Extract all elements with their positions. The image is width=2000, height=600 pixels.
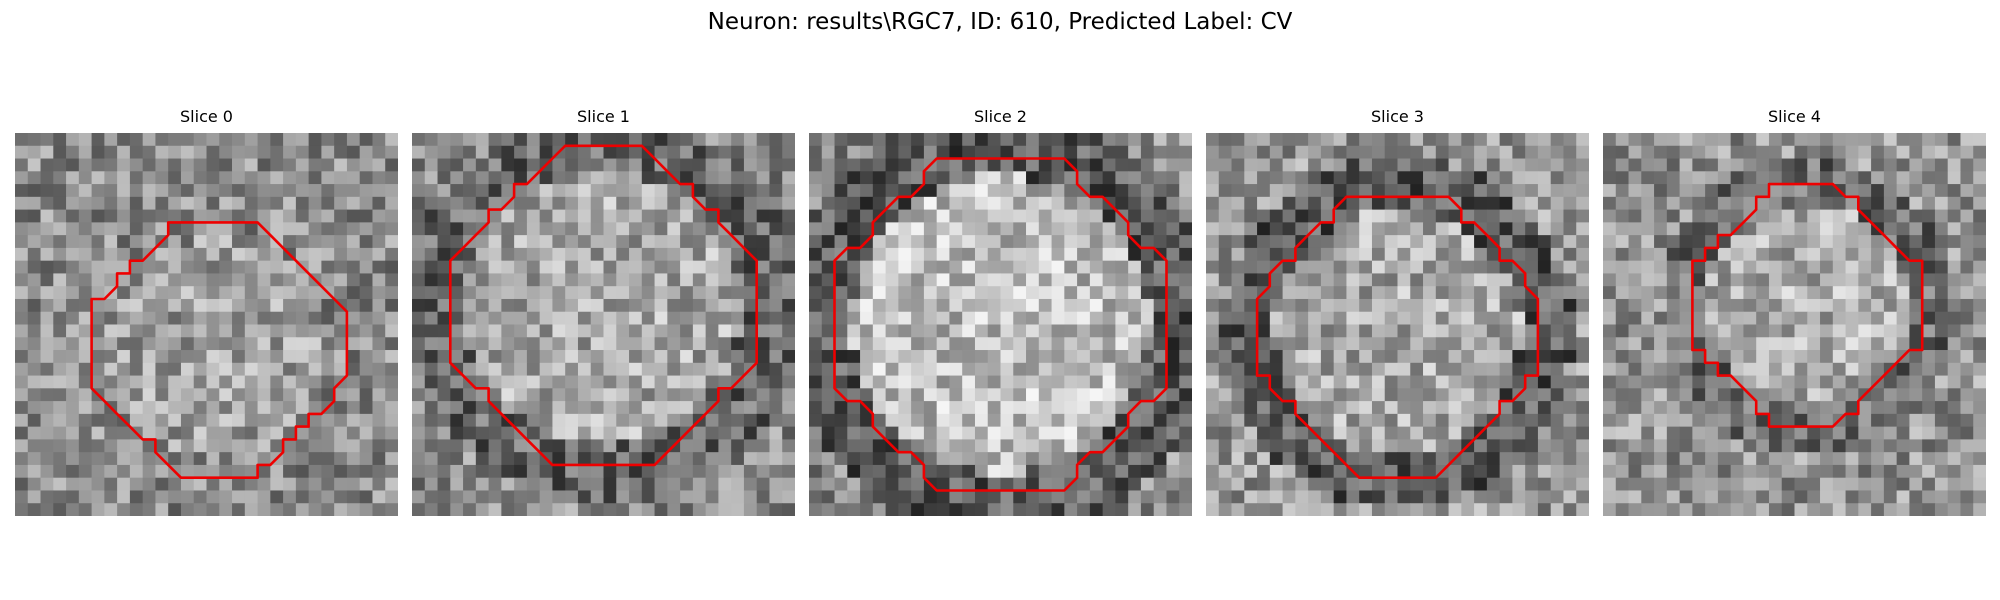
slice-contour-1 — [448, 144, 759, 467]
slice-image-1 — [412, 133, 795, 516]
slice-title-3: Slice 3 — [1371, 107, 1424, 126]
slice-image-4 — [1603, 133, 1986, 516]
slice-pixels-0 — [15, 133, 398, 516]
slice-panel-4: Slice 4 — [1603, 106, 1986, 516]
slice-panel-0: Slice 0 — [15, 106, 398, 516]
slice-contour-4 — [1691, 182, 1924, 428]
slice-title-2: Slice 2 — [974, 107, 1027, 126]
slice-title-0: Slice 0 — [180, 107, 233, 126]
slice-contour-2 — [833, 157, 1168, 492]
slice-pixels-1 — [412, 133, 795, 516]
slice-panel-2: Slice 2 — [809, 106, 1192, 516]
slice-pixels-3 — [1206, 133, 1589, 516]
slice-pixels-4 — [1603, 133, 1986, 516]
slice-contour-3 — [1255, 195, 1540, 480]
slice-image-3 — [1206, 133, 1589, 516]
slice-title-1: Slice 1 — [577, 107, 630, 126]
slice-panel-3: Slice 3 — [1206, 106, 1589, 516]
slice-panel-1: Slice 1 — [412, 106, 795, 516]
slice-image-2 — [809, 133, 1192, 516]
slice-title-4: Slice 4 — [1768, 107, 1821, 126]
slice-image-0 — [15, 133, 398, 516]
slice-pixels-2 — [809, 133, 1192, 516]
figure-suptitle: Neuron: results\RGC7, ID: 610, Predicted… — [707, 9, 1293, 35]
slice-contour-0 — [90, 221, 349, 480]
